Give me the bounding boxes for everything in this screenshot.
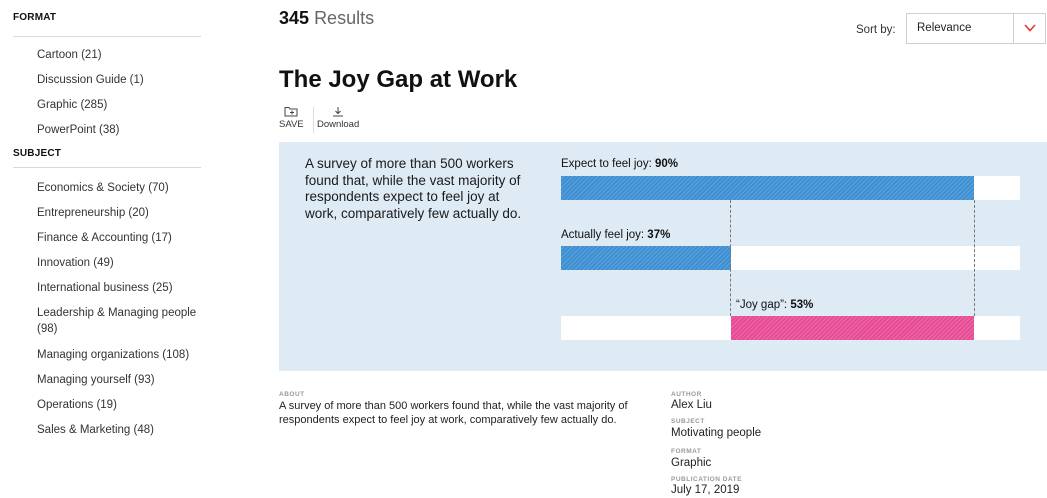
divider <box>13 167 201 168</box>
sort-value: Relevance <box>917 22 972 34</box>
facet-item-operations[interactable]: Operations (19) <box>37 399 117 411</box>
bar-actual-joy <box>561 246 731 270</box>
subject-facet-heading: SUBJECT <box>13 148 62 159</box>
page-title: The Joy Gap at Work <box>279 66 518 93</box>
bar-track-gap <box>561 316 1020 340</box>
facet-item-powerpoint[interactable]: PowerPoint (38) <box>37 124 120 136</box>
sort-dropdown-toggle[interactable] <box>1013 14 1045 43</box>
save-label: SAVE <box>279 119 304 130</box>
bar-joy-gap <box>730 316 975 340</box>
about-label: ABOUT <box>279 391 305 398</box>
download-icon <box>333 107 344 117</box>
save-button[interactable]: SAVE <box>279 106 304 130</box>
facet-item-entrepreneurship[interactable]: Entrepreneurship (20) <box>37 207 149 219</box>
facet-item-managing-yourself[interactable]: Managing yourself (93) <box>37 374 155 386</box>
guide-line-expect <box>974 200 975 316</box>
bar-label-text: Actually feel joy: <box>561 229 648 241</box>
divider <box>313 107 314 133</box>
guide-line-actual <box>730 200 731 316</box>
results-word: Results <box>314 8 375 28</box>
bar-label-text: “Joy gap”: <box>736 299 791 311</box>
author-label: AUTHOR <box>671 391 702 398</box>
facet-item-sales-marketing[interactable]: Sales & Marketing (48) <box>37 424 154 436</box>
subject-label: SUBJECT <box>671 418 705 425</box>
facet-item-innovation[interactable]: Innovation (49) <box>37 257 114 269</box>
download-label: Download <box>317 119 360 130</box>
format-label: FORMAT <box>671 448 702 455</box>
bar-track-actual <box>561 246 1020 270</box>
publication-date: July 17, 2019 <box>671 484 740 496</box>
bar-value: 53% <box>790 299 814 311</box>
graphic-blurb: A survey of more than 500 workers found … <box>305 156 522 221</box>
results-number: 345 <box>279 8 310 28</box>
bar-label-expect: Expect to feel joy: 90% <box>561 158 678 170</box>
facet-item-graphic[interactable]: Graphic (285) <box>37 99 108 111</box>
bar-value: 37% <box>647 229 671 241</box>
folder-add-icon <box>284 107 298 117</box>
facet-item-economics-society[interactable]: Economics & Society (70) <box>37 182 169 194</box>
download-button[interactable]: Download <box>317 106 359 130</box>
results-count: 345 Results <box>279 8 374 29</box>
bar-label-actual: Actually feel joy: 37% <box>561 229 670 241</box>
facet-item-discussion-guide[interactable]: Discussion Guide (1) <box>37 74 144 86</box>
facet-item-managing-organizations[interactable]: Managing organizations (108) <box>37 349 190 361</box>
format-value: Graphic <box>671 457 712 469</box>
bar-expect-joy <box>561 176 975 200</box>
format-facet-heading: FORMAT <box>13 12 57 23</box>
facet-item-leadership[interactable]: Leadership & Managing people (98) <box>37 307 197 335</box>
author-link[interactable]: Alex Liu <box>671 399 712 411</box>
subject-link[interactable]: Motivating people <box>671 427 762 439</box>
divider <box>13 36 201 37</box>
date-label: PUBLICATION DATE <box>671 476 742 483</box>
bar-track-expect <box>561 176 1020 200</box>
facet-item-finance-accounting[interactable]: Finance & Accounting (17) <box>37 232 172 244</box>
about-text: A survey of more than 500 workers found … <box>279 400 628 426</box>
bar-label-text: Expect to feel joy: <box>561 158 655 170</box>
bar-label-gap: “Joy gap”: 53% <box>736 299 813 311</box>
chevron-down-icon <box>1024 24 1036 32</box>
sort-dropdown[interactable]: Relevance <box>906 13 1046 44</box>
facet-item-cartoon[interactable]: Cartoon (21) <box>37 49 102 61</box>
bar-value: 90% <box>654 158 678 170</box>
sort-label: Sort by: <box>856 24 896 36</box>
facet-item-international-business[interactable]: International business (25) <box>37 282 173 294</box>
